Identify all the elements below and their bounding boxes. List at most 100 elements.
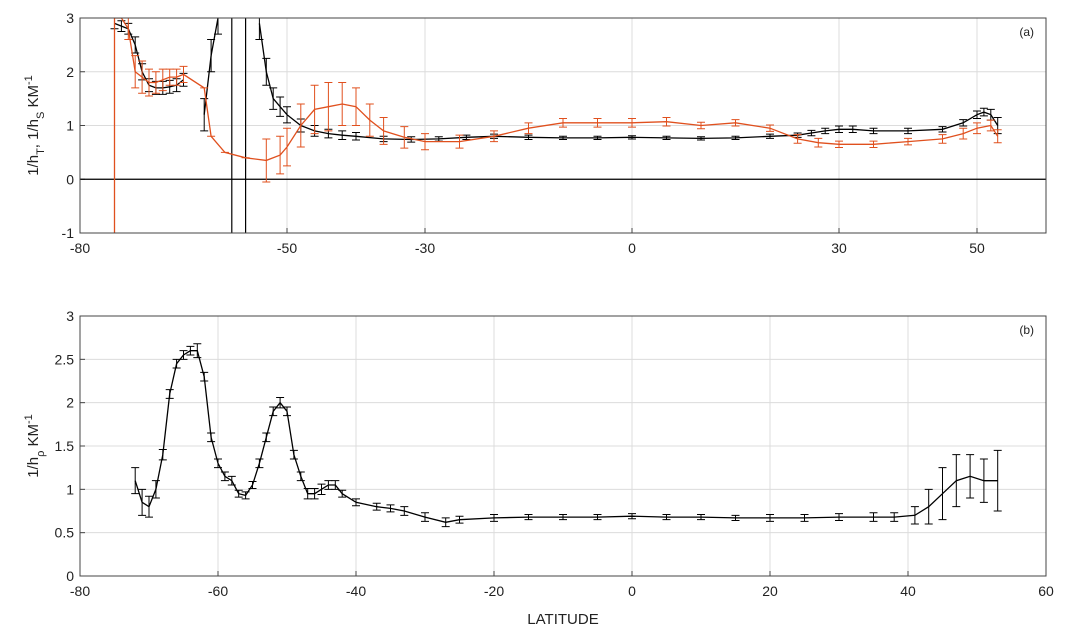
error-bar [924, 488, 933, 525]
error-bar [172, 358, 181, 369]
y-axis-label-part: S [35, 112, 47, 119]
error-bar [524, 134, 533, 140]
x-tick-label: -30 [415, 240, 435, 256]
error-bar [262, 432, 271, 443]
error-bar [276, 135, 285, 175]
error-bar [490, 513, 498, 522]
error-bar [979, 107, 988, 117]
x-tick-label: -80 [70, 240, 90, 256]
error-bar [179, 65, 188, 83]
error-bar [973, 122, 981, 135]
error-bar [800, 513, 809, 522]
x-tick-label: 20 [762, 583, 778, 599]
error-bar [835, 513, 843, 522]
error-bar [352, 131, 360, 141]
error-bar [324, 82, 333, 132]
error-bar [331, 480, 340, 490]
error-bar [131, 467, 140, 495]
error-bar [317, 483, 326, 496]
y-tick-label: 2 [66, 395, 74, 411]
error-bar [400, 506, 409, 516]
error-bar [993, 449, 1002, 512]
error-bar [338, 82, 347, 126]
error-bar [455, 134, 464, 149]
x-tick-label: -20 [484, 583, 504, 599]
error-bar [593, 513, 602, 521]
error-bar [938, 467, 947, 521]
y-tick-label: -1 [62, 225, 75, 241]
error-bar [559, 118, 567, 128]
error-bar [207, 39, 216, 73]
error-bar [248, 481, 257, 489]
error-bar [276, 96, 285, 117]
error-bar [269, 406, 278, 417]
error-bar [662, 116, 671, 127]
error-bar [234, 489, 243, 498]
y-tick-label: 2.5 [55, 351, 75, 367]
error-bar [145, 495, 153, 518]
error-bar [421, 512, 429, 522]
error-bar [662, 135, 671, 140]
y-tick-label: 3 [66, 10, 74, 26]
error-bar [255, 458, 264, 469]
error-bar [186, 345, 195, 356]
error-bar [979, 458, 988, 503]
error-bar [697, 136, 705, 141]
error-bar [731, 514, 740, 522]
error-bar [200, 98, 209, 132]
error-bar [138, 488, 147, 516]
error-bar [386, 504, 395, 513]
error-bar [559, 135, 567, 140]
error-bar [296, 471, 305, 482]
error-bar [165, 389, 174, 399]
x-tick-label: -80 [70, 583, 90, 599]
x-tick-label: 0 [628, 240, 636, 256]
error-bar [662, 513, 671, 521]
error-bar [131, 55, 140, 89]
error-bar [869, 127, 878, 135]
y-tick-label: 1 [66, 118, 74, 134]
error-bar [814, 137, 823, 148]
error-bar [117, 20, 126, 32]
error-bar [821, 127, 830, 135]
x-tick-label: 40 [900, 583, 916, 599]
error-bar [890, 512, 899, 522]
error-bar [310, 487, 319, 500]
error-bar [338, 489, 347, 498]
x-tick-label: 60 [1038, 583, 1054, 599]
error-bar [966, 454, 975, 499]
error-bar [593, 135, 602, 140]
y-axis-label-part: KM [25, 85, 42, 112]
error-bar [276, 396, 285, 409]
y-tick-label: 3 [66, 308, 74, 324]
error-bar [151, 71, 160, 94]
x-tick-label: 0 [628, 583, 636, 599]
error-bar [151, 480, 160, 499]
error-bar [165, 68, 174, 86]
error-bar [310, 84, 319, 135]
y-tick-label: 0 [66, 568, 74, 584]
error-bar [365, 103, 374, 137]
plot [80, 18, 1046, 233]
error-bar [959, 127, 968, 140]
x-tick-label: 50 [969, 240, 985, 256]
error-bar [869, 512, 878, 522]
y-axis-label: 1/hT, 1/hS KM-1 [23, 75, 47, 176]
error-bar [352, 498, 360, 507]
error-bar [172, 68, 181, 86]
error-bar [262, 57, 271, 86]
error-bar [938, 126, 947, 133]
y-axis-label: 1/hρ KM-1 [23, 414, 47, 478]
error-bar [938, 134, 947, 144]
error-bar [766, 124, 774, 132]
error-bar [766, 133, 774, 139]
error-bar [952, 454, 961, 508]
x-tick-label: -40 [346, 583, 366, 599]
y-tick-label: 2 [66, 64, 74, 80]
error-bar [490, 130, 498, 143]
error-bar [372, 502, 381, 511]
plot-frame [79, 17, 1047, 234]
error-bar [124, 18, 133, 40]
error-bar [910, 506, 919, 525]
error-bar [986, 119, 995, 132]
